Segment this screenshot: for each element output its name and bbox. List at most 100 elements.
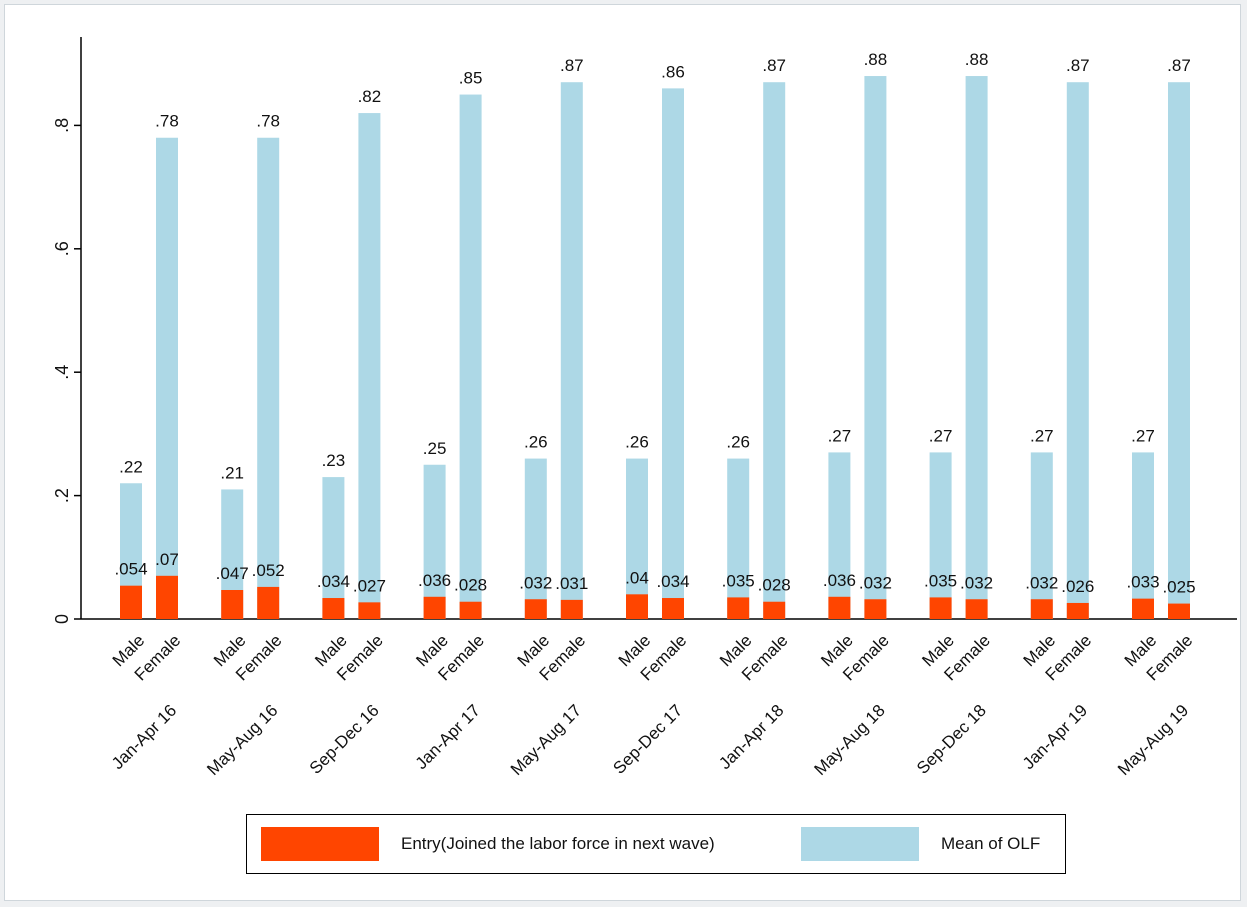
data-label-entry: .026	[1061, 577, 1094, 596]
bar-entry-male	[727, 597, 750, 619]
legend-label-olf: Mean of OLF	[941, 834, 1041, 853]
data-label-olf: .27	[1131, 426, 1155, 445]
bar-olf-female	[358, 113, 381, 619]
bar-entry-female	[965, 599, 988, 619]
bar-olf-male	[221, 489, 244, 619]
bar-entry-male	[929, 597, 952, 619]
data-label-olf: .87	[1066, 56, 1090, 75]
data-label-entry: .027	[353, 576, 386, 595]
bar-entry-male	[1030, 599, 1053, 619]
bar-entry-male	[221, 590, 244, 619]
bar-entry-female	[560, 599, 583, 619]
data-label-entry: .04	[625, 568, 649, 587]
data-label-olf: .27	[1030, 426, 1054, 445]
data-label-olf: .26	[625, 433, 649, 452]
bar-olf-female	[1066, 82, 1089, 619]
y-tick-label: .6	[52, 241, 72, 256]
data-label-olf: .26	[524, 433, 548, 452]
data-label-entry: .028	[758, 576, 791, 595]
data-label-entry: .032	[960, 573, 993, 592]
data-label-entry: .031	[555, 574, 588, 593]
chart-frame: 0.2.4.6.8.22.054 Male .78.07 Female Jan-Apr …	[4, 4, 1241, 901]
group-label: May-Aug 18	[810, 701, 888, 779]
legend-item-olf: Mean of OLF	[801, 827, 1040, 861]
legend-item-entry: Entry(Joined the labor force in next wav…	[261, 827, 715, 861]
data-label-olf: .26	[726, 433, 750, 452]
bar-olf-female	[662, 88, 684, 619]
legend: Entry(Joined the labor force in next wav…	[246, 814, 1066, 874]
bar-entry-female	[662, 598, 684, 619]
bar-olf-male	[120, 483, 142, 619]
data-label-olf: .87	[762, 56, 786, 75]
bar-olf-male	[929, 452, 952, 619]
legend-swatch-olf	[801, 827, 919, 861]
bar-entry-male	[423, 596, 446, 619]
bar-chart: 0.2.4.6.8.22.054Male.78.07FemaleJan-Apr …	[52, 37, 1237, 779]
legend-swatch-entry	[261, 827, 379, 861]
bar-olf-female	[864, 76, 887, 620]
data-label-entry: .035	[924, 571, 957, 590]
data-label-olf: .27	[929, 426, 953, 445]
group-label: Sep-Dec 18	[913, 701, 990, 778]
group-label: Jan-Apr 17	[412, 701, 484, 773]
bar-olf-male	[524, 458, 547, 619]
group-label: May-Aug 17	[507, 701, 585, 779]
bar-olf-female	[1168, 82, 1190, 619]
data-label-olf: .22	[119, 457, 143, 476]
data-label-olf: .78	[256, 112, 280, 131]
bar-entry-male	[322, 598, 345, 619]
bar-olf-male	[1030, 452, 1053, 619]
data-label-olf: .82	[358, 87, 382, 106]
data-label-olf: .85	[459, 69, 483, 88]
data-label-entry: .034	[317, 572, 350, 591]
data-label-olf: .88	[965, 50, 989, 69]
bar-olf-male	[423, 464, 446, 619]
y-tick-label: .8	[52, 118, 72, 133]
data-label-olf: .87	[560, 56, 584, 75]
data-label-olf: .78	[155, 112, 179, 131]
group-label: Jan-Apr 16	[108, 701, 180, 773]
bar-olf-male	[727, 458, 750, 619]
data-label-entry: .032	[519, 573, 552, 592]
bar-entry-male	[626, 594, 648, 619]
bar-olf-male	[828, 452, 851, 619]
legend-label-entry: Entry(Joined the labor force in next wav…	[401, 834, 715, 853]
data-label-entry: .025	[1162, 578, 1195, 597]
data-label-olf: .87	[1167, 56, 1191, 75]
data-label-entry: .052	[252, 561, 285, 580]
data-label-olf: .88	[864, 50, 888, 69]
y-tick-label: 0	[52, 614, 72, 624]
data-label-entry: .028	[454, 576, 487, 595]
bar-olf-female	[459, 94, 482, 620]
bar-entry-male	[1132, 598, 1154, 619]
data-label-entry: .032	[859, 573, 892, 592]
bar-entry-female	[763, 601, 786, 619]
bar-olf-female	[257, 137, 280, 620]
bar-olf-female	[763, 82, 786, 619]
data-label-olf: .21	[220, 463, 244, 482]
bar-entry-female	[358, 602, 381, 619]
data-label-entry: .033	[1126, 573, 1159, 592]
data-label-entry: .07	[155, 550, 179, 569]
bar-entry-male	[120, 585, 142, 619]
bar-entry-female	[257, 586, 280, 619]
bar-entry-male	[524, 599, 547, 619]
group-label: May-Aug 16	[203, 701, 281, 779]
data-label-entry: .036	[823, 571, 856, 590]
data-label-olf: .27	[828, 426, 852, 445]
data-label-entry: .035	[722, 571, 755, 590]
data-label-entry: .032	[1025, 573, 1058, 592]
data-label-entry: .036	[418, 571, 451, 590]
group-label: Jan-Apr 19	[1019, 701, 1091, 773]
bar-olf-male	[626, 458, 648, 619]
y-tick-label: .2	[52, 488, 72, 503]
group-label: Sep-Dec 17	[609, 701, 686, 778]
bar-entry-male	[828, 596, 851, 619]
bar-entry-female	[1168, 603, 1190, 619]
data-label-entry: .047	[216, 564, 249, 583]
data-label-olf: .86	[661, 62, 685, 81]
data-label-olf: .23	[322, 451, 346, 470]
data-label-entry: .054	[114, 560, 147, 579]
bar-olf-female	[965, 76, 988, 620]
bar-entry-female	[1066, 602, 1089, 619]
